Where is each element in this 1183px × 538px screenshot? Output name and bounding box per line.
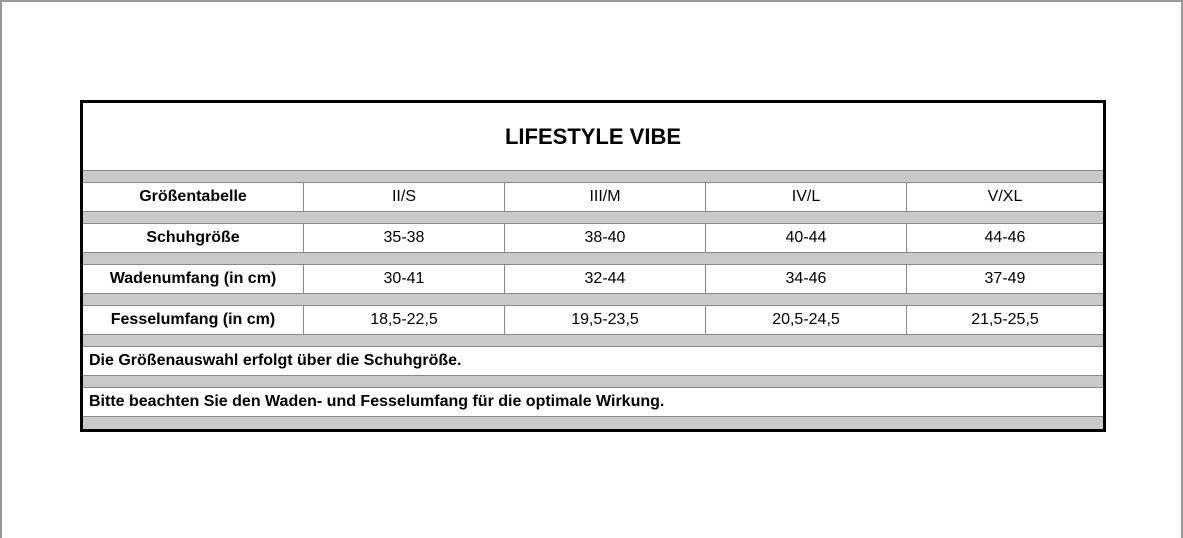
note: Bitte beachten Sie den Waden- und Fessel… (89, 393, 665, 410)
row-label: Fesselumfang (in cm) (110, 311, 276, 328)
cell: 35-38 (303, 224, 504, 252)
cell: IV/L (705, 183, 906, 211)
cell: 21,5-25,5 (906, 306, 1103, 334)
separator (83, 211, 1103, 224)
cell: 30-41 (303, 265, 504, 293)
note: Die Größenauswahl erfolgt über die Schuh… (89, 352, 462, 369)
row-label: Größentabelle (139, 188, 247, 205)
size-table: LIFESTYLE VIBE Größentabelle II/S III/M IV/… (80, 100, 1106, 432)
separator (83, 375, 1103, 388)
table-title: LIFESTYLE VIBE (504, 123, 682, 149)
cell: 44-46 (906, 224, 1103, 252)
separator (83, 170, 1103, 183)
cell: 37-49 (906, 265, 1103, 293)
cell: 40-44 (705, 224, 906, 252)
row-label: Wadenumfang (in cm) (109, 270, 277, 287)
cell: 34-46 (705, 265, 906, 293)
cell: II/S (303, 183, 504, 211)
cell: 38-40 (504, 224, 705, 252)
cell: 18,5-22,5 (303, 306, 504, 334)
cell: III/M (504, 183, 705, 211)
cell: 19,5-23,5 (504, 306, 705, 334)
separator (83, 252, 1103, 265)
separator (83, 334, 1103, 347)
cell: 32-44 (504, 265, 705, 293)
cell: 20,5-24,5 (705, 306, 906, 334)
row-label: Schuhgröße (146, 229, 240, 246)
separator (83, 293, 1103, 306)
separator (83, 416, 1103, 429)
cell: V/XL (906, 183, 1103, 211)
